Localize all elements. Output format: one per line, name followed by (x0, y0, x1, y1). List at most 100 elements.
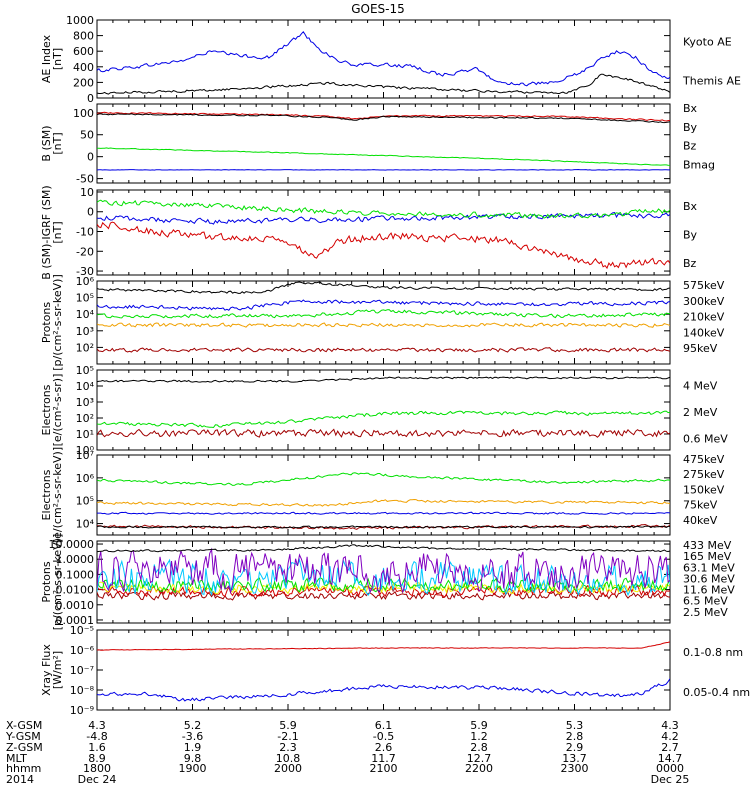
legend-140kev: 140keV (683, 326, 725, 339)
series-line-2-5-mev (97, 544, 670, 553)
legend-by: By (683, 229, 698, 242)
footer-row-label: Z-GSM (6, 741, 43, 754)
legend-bx: Bx (683, 200, 698, 213)
y-tick-label: 0.0010 (56, 599, 95, 612)
footer-value: 1.2 (470, 730, 488, 743)
footer-value: 2300 (560, 762, 588, 775)
series-line-300kev (97, 322, 670, 328)
y-axis-label: [nT] (51, 48, 64, 70)
legend-0-6-mev: 0.6 MeV (683, 433, 728, 446)
series-line-bmag (97, 113, 670, 124)
series-line-bx (97, 168, 670, 171)
y-tick-label: 10⁴ (76, 380, 95, 393)
footer-value: 8.9 (88, 752, 106, 765)
y-axis-label: AE Index (40, 34, 53, 83)
footer-value: 4.2 (661, 730, 679, 743)
y-axis-label: [e/(cm²-s-sr-keV)] (51, 447, 64, 543)
footer-value: 5.3 (566, 719, 584, 732)
footer-value: 1.9 (184, 741, 202, 754)
panel-protons1: 10² 10³ 10⁴ 10⁵ 10⁶ Protons[p/(cm²-s-sr-keV)]… (40, 274, 725, 371)
footer-value: -0.5 (373, 730, 394, 743)
footer-ephemeris: X-GSMY-GSMZ-GSMMLThhmm20144.3-4.81.68.91… (5, 719, 689, 786)
footer-row-label: 2014 (6, 773, 34, 786)
y-tick-label: 10² (76, 341, 94, 354)
y-axis-label: Protons (40, 561, 53, 602)
series-line-30-6-mev (97, 577, 670, 594)
y-axis-label: Xray Flux (40, 644, 53, 696)
legend-6-5-mev: 6.5 MeV (683, 595, 728, 608)
series-line-433-mev (97, 590, 670, 601)
footer-value: 13.7 (562, 752, 587, 765)
y-tick-label: 1000 (66, 14, 94, 27)
y-tick-label: 10⁴ (76, 518, 95, 531)
footer-value: 1800 (83, 762, 111, 775)
y-tick-label: 400 (73, 61, 94, 74)
legend-95kev: 95keV (683, 342, 718, 355)
y-tick-label: 0 (87, 92, 94, 105)
y-tick-label: 0 (87, 206, 94, 219)
y-axis-label: [p/(cm²-s-sr-keV)] (51, 534, 64, 631)
legend-165-mev: 165 MeV (683, 550, 732, 563)
legend-300kev: 300keV (683, 295, 725, 308)
y-axis-label: [nT] (51, 132, 64, 154)
y-tick-label: 10⁴ (76, 308, 95, 321)
legend-bmag: Bmag (683, 158, 715, 171)
y-tick-label: -50 (76, 173, 94, 186)
panel-bsm: -50 0 50 100 B (SM)[nT] Bx By Bz Bmag (40, 102, 715, 186)
series-line-575kev (97, 347, 670, 353)
legend-275kev: 275keV (683, 468, 725, 481)
series-line-4-mev (97, 428, 670, 438)
plot-title: GOES-15 (351, 2, 405, 16)
legend-bx: Bx (683, 102, 698, 115)
series-line-0-6-mev (97, 376, 670, 383)
series-line-0-1-0-8-nm (97, 641, 670, 651)
y-tick-label: 10⁻⁸ (70, 684, 95, 697)
footer-row-label: Y-GSM (5, 730, 41, 743)
y-tick-label: 0.0100 (56, 584, 95, 597)
y-tick-label: 10⁵ (76, 364, 94, 377)
panel-xray: 10⁻⁹ 10⁻⁸ 10⁻⁷ 10⁻⁶ 10⁻⁵ Xray Flux[W/m²] 0.1-0… (40, 624, 750, 717)
series-line-210kev (97, 309, 670, 319)
legend-2-mev: 2 MeV (683, 406, 718, 419)
footer-value: -3.6 (182, 730, 203, 743)
y-tick-label: 10⁶ (76, 275, 95, 288)
series-line-by (97, 147, 670, 166)
legend-0-05-0-4-nm: 0.05-0.4 nm (683, 686, 750, 699)
y-tick-label: 50 (80, 129, 94, 142)
y-tick-label: 10⁻⁹ (70, 704, 94, 717)
legend-575kev: 575keV (683, 279, 725, 292)
footer-value: 2200 (465, 762, 493, 775)
y-tick-label: 0.1000 (56, 568, 95, 581)
footer-value: 10.8 (276, 752, 301, 765)
y-tick-label: 10¹ (76, 428, 94, 441)
y-tick-label: 10⁷ (76, 449, 94, 462)
y-tick-label: 10.0000 (49, 538, 95, 551)
y-tick-label: 10 (80, 186, 94, 199)
legend-4-mev: 4 MeV (683, 379, 718, 392)
legend-150kev: 150keV (683, 483, 725, 496)
panel-bigrf: -30 -20 -10 0 10 B (SM)-IGRF (SM)[nT] Bx By Bz (40, 185, 698, 279)
series-line-0-05-0-4-nm (97, 678, 670, 702)
legend-bz: Bz (683, 257, 697, 270)
series-line-kyoto-ae (97, 31, 670, 87)
panel-frame (96, 454, 671, 536)
y-axis-label: B (SM)-IGRF (SM) (40, 185, 53, 279)
footer-value: 5.2 (184, 719, 202, 732)
y-tick-label: 10⁵ (76, 495, 94, 508)
y-axis-label: Electrons (40, 469, 53, 520)
legend-63-1-mev: 63.1 MeV (683, 561, 735, 574)
series-line-95kev (97, 281, 670, 294)
y-tick-label: 10³ (76, 396, 94, 409)
y-tick-label: 10⁻⁷ (70, 664, 94, 677)
y-tick-label: 1.0000 (56, 553, 95, 566)
legend-2-5-mev: 2.5 MeV (683, 606, 728, 619)
panel-electrons2: 10⁴ 10⁵ 10⁶ 10⁷ Electrons[e/(cm²-s-sr-keV)] 4… (40, 447, 725, 543)
series-line-bz (97, 221, 670, 270)
footer-value: 14.7 (658, 752, 683, 765)
y-axis-label: [p/(cm²-s-sr-keV)] (51, 274, 64, 371)
y-tick-label: -20 (76, 245, 94, 258)
footer-row-label: hhmm (6, 762, 41, 775)
y-tick-label: 0 (87, 151, 94, 164)
footer-row-label: X-GSM (6, 719, 42, 732)
y-tick-label: 10² (76, 412, 94, 425)
